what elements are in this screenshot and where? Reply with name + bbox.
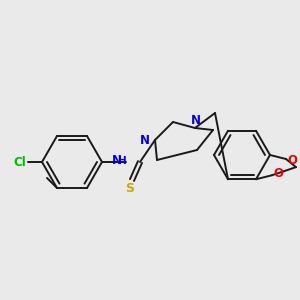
Text: N: N (112, 154, 122, 167)
Text: O: O (287, 154, 297, 167)
Text: S: S (125, 182, 134, 194)
Text: O: O (273, 167, 283, 180)
Text: N: N (191, 115, 201, 128)
Text: H: H (118, 156, 127, 166)
Text: N: N (140, 134, 150, 148)
Text: Cl: Cl (13, 155, 26, 169)
